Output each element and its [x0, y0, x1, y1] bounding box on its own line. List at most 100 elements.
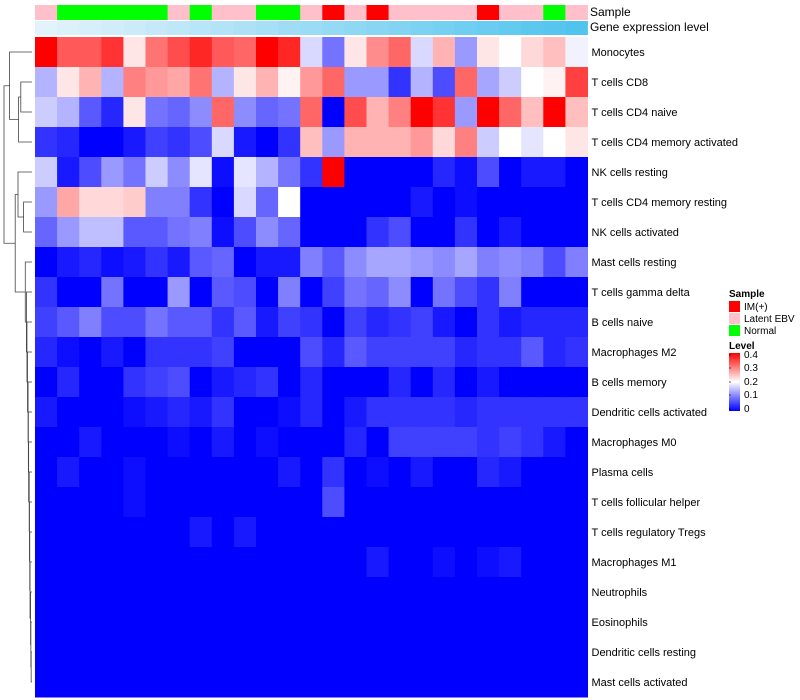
heatmap-cell [57, 457, 80, 488]
heatmap-cell [543, 517, 566, 548]
heatmap-cell [233, 247, 257, 278]
heatmap-cell [454, 517, 478, 548]
heatmap-cell [410, 187, 434, 218]
heatmap-cell [278, 667, 301, 698]
heatmap-cell [167, 637, 191, 668]
heatmap-cell [499, 157, 522, 188]
heatmap-cell [366, 667, 390, 698]
expression-annotation-cell [366, 21, 389, 35]
heatmap-cell [57, 367, 80, 398]
heatmap-cell [79, 157, 102, 188]
heatmap-cell [565, 217, 588, 248]
heatmap-cell [57, 157, 80, 188]
heatmap-cell [57, 517, 80, 548]
heatmap-cell [454, 37, 478, 68]
heatmap-cell [543, 127, 566, 158]
legend-level-tick: 0.3 [744, 363, 758, 374]
heatmap-cell [322, 37, 345, 68]
heatmap-cell [300, 97, 323, 128]
heatmap-cell [145, 367, 169, 398]
heatmap-cell [300, 217, 323, 248]
heatmap-cell [543, 157, 566, 188]
heatmap-cell [79, 577, 102, 608]
heatmap-cell [388, 637, 412, 668]
heatmap-cell [123, 277, 146, 308]
heatmap-cell [477, 37, 500, 68]
heatmap-cell [521, 367, 544, 398]
heatmap-cell [366, 127, 390, 158]
heatmap-cell [410, 307, 434, 338]
legend-level-tick: 0.1 [744, 390, 758, 401]
heatmap-cell [543, 337, 566, 368]
heatmap-cell [79, 427, 102, 458]
heatmap-cell [565, 67, 588, 98]
heatmap-cell [101, 127, 124, 158]
heatmap-cell [256, 667, 279, 698]
legend-level-tick: 0.4 [744, 350, 758, 361]
heatmap-cell [499, 307, 522, 338]
legend-level-tick: 0.2 [744, 377, 758, 388]
heatmap-cell [35, 247, 58, 278]
heatmap-cell [366, 67, 390, 98]
dendrogram-link [17, 171, 32, 218]
expression-annotation-cell [278, 21, 301, 35]
heatmap-cell [432, 337, 456, 368]
heatmap-cell [57, 247, 80, 278]
heatmap-cell [521, 427, 544, 458]
heatmap-cell [499, 247, 522, 278]
heatmap-cell [521, 187, 544, 218]
heatmap-cell [344, 307, 367, 338]
heatmap-cell [233, 487, 257, 518]
expression-annotation-cell [167, 21, 191, 35]
heatmap-cell [300, 397, 323, 428]
heatmap-cell [322, 187, 345, 218]
heatmap-cell [477, 337, 500, 368]
heatmap-cell [145, 67, 169, 98]
heatmap-cell [300, 547, 323, 578]
heatmap-cell [57, 97, 80, 128]
heatmap-cell [477, 277, 500, 308]
row-label-macrophages-m2: Macrophages M2 [592, 347, 677, 359]
heatmap-cell [344, 97, 367, 128]
heatmap-cell [123, 187, 146, 218]
heatmap-cell [565, 487, 588, 518]
row-label-t-cells-cd4-naive: T cells CD4 naive [592, 107, 678, 119]
heatmap-cell [35, 607, 58, 638]
heatmap-cell [300, 37, 323, 68]
row-label-eosinophils: Eosinophils [592, 617, 649, 629]
heatmap-cell [35, 397, 58, 428]
heatmap-cell [167, 67, 191, 98]
heatmap-cell [145, 127, 169, 158]
heatmap-cell [278, 37, 301, 68]
heatmap-cell [233, 517, 257, 548]
heatmap-cell [454, 667, 478, 698]
heatmap-cell [432, 487, 456, 518]
heatmap-cell [454, 637, 478, 668]
heatmap-cell [499, 457, 522, 488]
heatmap-cell [145, 607, 169, 638]
heatmap-cell [79, 97, 102, 128]
heatmap-cell [366, 157, 390, 188]
expression-annotation-cell [499, 21, 522, 35]
heatmap-cell [211, 187, 235, 218]
heatmap-cell [410, 277, 434, 308]
heatmap-cell [189, 217, 213, 248]
heatmap-cell [388, 277, 412, 308]
heatmap-cell [278, 487, 301, 518]
heatmap-cell [189, 427, 213, 458]
heatmap-cell [388, 427, 412, 458]
heatmap-cell [145, 37, 169, 68]
heatmap-cell [388, 337, 412, 368]
heatmap-cell [477, 247, 500, 278]
heatmap-cell [454, 127, 478, 158]
heatmap-cell [300, 127, 323, 158]
heatmap-cell [211, 427, 235, 458]
heatmap-cell [366, 187, 390, 218]
heatmap-cell [322, 67, 345, 98]
heatmap-cell [543, 67, 566, 98]
heatmap-cell [432, 37, 456, 68]
heatmap-cell [454, 607, 478, 638]
heatmap-cell [189, 517, 213, 548]
heatmap-cell [79, 667, 102, 698]
sample-annotation-cell [79, 5, 102, 20]
